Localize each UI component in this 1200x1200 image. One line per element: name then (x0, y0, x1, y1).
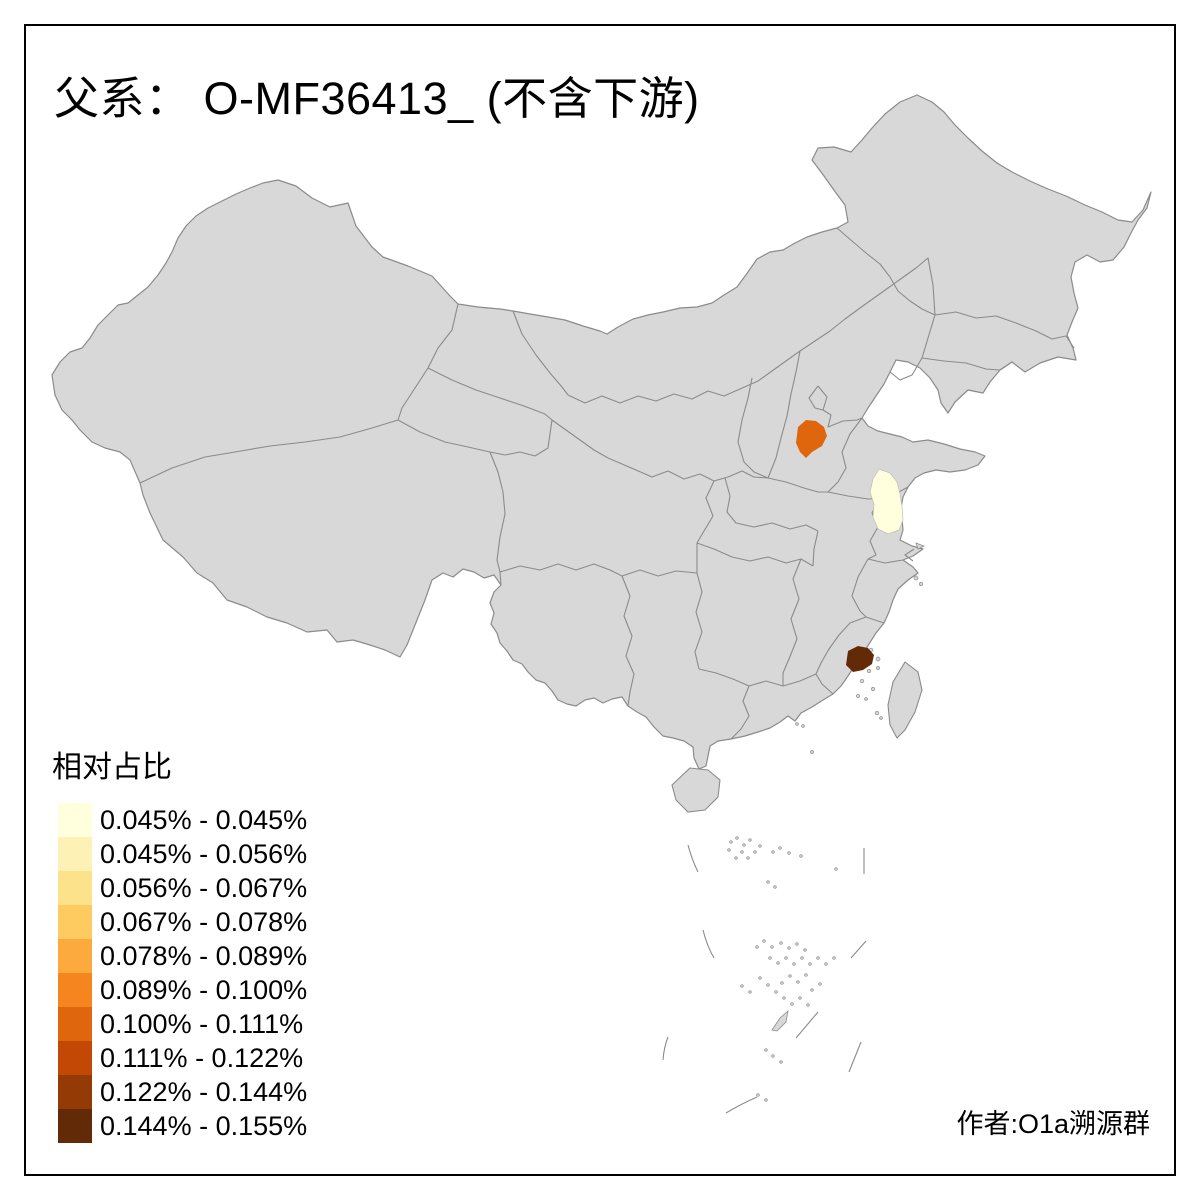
legend-label: 0.045% - 0.056% (100, 839, 308, 869)
legend-row: 0.045% - 0.045% (58, 803, 307, 837)
south-china-sea-large-islet (771, 1009, 789, 1032)
legend-label: 0.045% - 0.045% (100, 805, 308, 835)
legend-label: 0.111% - 0.122% (100, 1043, 304, 1073)
legend-label: 0.089% - 0.100% (100, 975, 308, 1005)
coastal-islets (795, 575, 923, 728)
highlighted-region-fujian-coast (846, 646, 874, 672)
legend-swatch (58, 803, 92, 837)
legend-swatch (58, 905, 92, 939)
hainan-island (671, 767, 721, 813)
legend-swatch (58, 1075, 92, 1109)
legend-row: 0.045% - 0.056% (58, 837, 307, 871)
legend-swatch (58, 1109, 92, 1143)
plot-frame (24, 24, 1176, 1176)
highlighted-region-hebei-area (796, 420, 827, 458)
legend-row: 0.078% - 0.089% (58, 939, 307, 973)
legend-label: 0.067% - 0.078% (100, 907, 308, 937)
legend-row: 0.056% - 0.067% (58, 871, 307, 905)
south-china-sea-reef-lines (662, 844, 867, 1114)
legend-row: 0.111% - 0.122% (58, 1041, 307, 1075)
legend-row: 0.100% - 0.111% (58, 1007, 307, 1041)
taiwan-island (887, 661, 923, 739)
chongming-island (915, 542, 925, 550)
legend: 相对占比 0.045% - 0.045% 0.045% - 0.056% 0.056… (50, 750, 307, 1143)
legend-swatch (58, 837, 92, 871)
legend-row: 0.067% - 0.078% (58, 905, 307, 939)
legend-row: 0.089% - 0.100% (58, 973, 307, 1007)
map-title: 父系： O-MF36413_ (不含下游) (54, 73, 700, 124)
legend-swatch (58, 939, 92, 973)
highlighted-region-jiangsu-coast (869, 468, 904, 535)
legend-title: 相对占比 (52, 751, 172, 784)
legend-label: 0.100% - 0.111% (100, 1009, 304, 1039)
legend-row: 0.144% - 0.155% (58, 1109, 307, 1143)
legend-row: 0.122% - 0.144% (58, 1075, 307, 1109)
legend-label: 0.144% - 0.155% (100, 1111, 308, 1141)
legend-swatch (58, 1007, 92, 1041)
legend-swatch (58, 1041, 92, 1075)
south-china-sea-islets (727, 750, 838, 1102)
legend-label: 0.078% - 0.089% (100, 941, 308, 971)
legend-entries: 0.045% - 0.045% 0.045% - 0.056% 0.056% - 0… (50, 803, 307, 1143)
legend-swatch (58, 871, 92, 905)
legend-label: 0.122% - 0.144% (100, 1077, 308, 1107)
china-mainland (51, 94, 1152, 770)
legend-swatch (58, 973, 92, 1007)
province-borders (139, 227, 1075, 740)
attribution-text: 作者:O1a溯源群 (956, 1109, 1150, 1139)
legend-label: 0.056% - 0.067% (100, 873, 308, 903)
